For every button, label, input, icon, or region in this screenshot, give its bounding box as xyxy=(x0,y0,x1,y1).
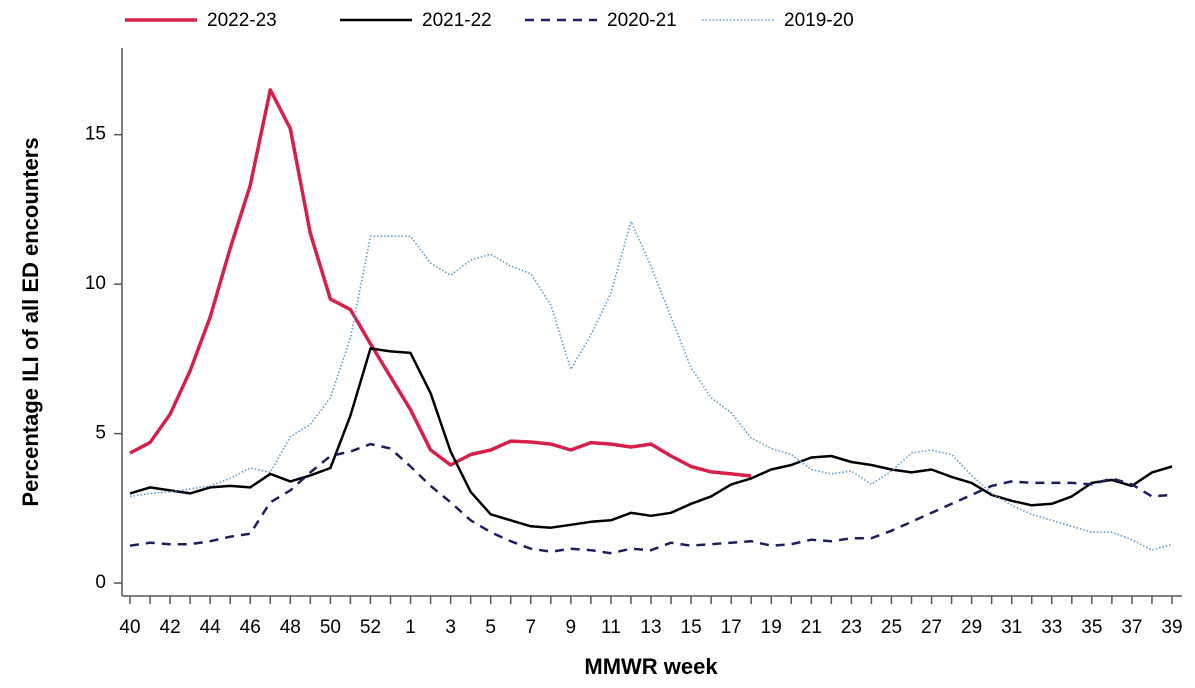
x-tick-label: 40 xyxy=(119,617,140,638)
x-tick-label: 5 xyxy=(485,617,496,638)
legend-label: 2022-23 xyxy=(207,10,277,31)
x-tick-label: 7 xyxy=(525,617,536,638)
x-tick-label: 42 xyxy=(160,617,181,638)
y-tick-label: 10 xyxy=(85,273,106,294)
series-line xyxy=(129,88,752,478)
x-tick-label: 21 xyxy=(801,617,822,638)
x-tick-label: 19 xyxy=(761,617,782,638)
x-tick-label: 50 xyxy=(320,617,341,638)
x-tick-label: 3 xyxy=(445,617,456,638)
x-tick-label: 9 xyxy=(566,617,577,638)
legend-label: 2019-20 xyxy=(784,10,854,31)
x-tick-label: 27 xyxy=(921,617,942,638)
series-line xyxy=(129,442,1173,555)
x-axis-title: MMWR week xyxy=(584,654,718,679)
x-tick-label: 25 xyxy=(881,617,902,638)
x-tick-label: 35 xyxy=(1081,617,1102,638)
x-tick-label: 11 xyxy=(601,617,621,638)
y-tick-label: 15 xyxy=(85,124,106,145)
x-tick-label: 29 xyxy=(961,617,982,638)
x-tick-label: 15 xyxy=(681,617,702,638)
x-tick-label: 52 xyxy=(360,617,381,638)
legend-label: 2021-22 xyxy=(422,10,492,31)
x-tick-label: 48 xyxy=(280,617,301,638)
x-tick-label: 31 xyxy=(1001,617,1022,638)
x-tick-label: 39 xyxy=(1161,617,1182,638)
series-line xyxy=(129,347,1173,529)
legend-label: 2020-21 xyxy=(607,10,677,31)
x-tick-label: 44 xyxy=(200,617,222,638)
y-axis-title: Percentage ILI of all ED encounters xyxy=(18,137,43,506)
x-tick-label: 23 xyxy=(841,617,862,638)
x-tick-label: 17 xyxy=(721,617,742,638)
x-tick-label: 37 xyxy=(1121,617,1142,638)
x-tick-label: 46 xyxy=(240,617,261,638)
x-tick-label: 13 xyxy=(640,617,661,638)
y-tick-label: 0 xyxy=(95,572,106,593)
x-tick-label: 1 xyxy=(405,617,416,638)
x-tick-label: 33 xyxy=(1041,617,1062,638)
y-tick-label: 5 xyxy=(95,423,106,444)
